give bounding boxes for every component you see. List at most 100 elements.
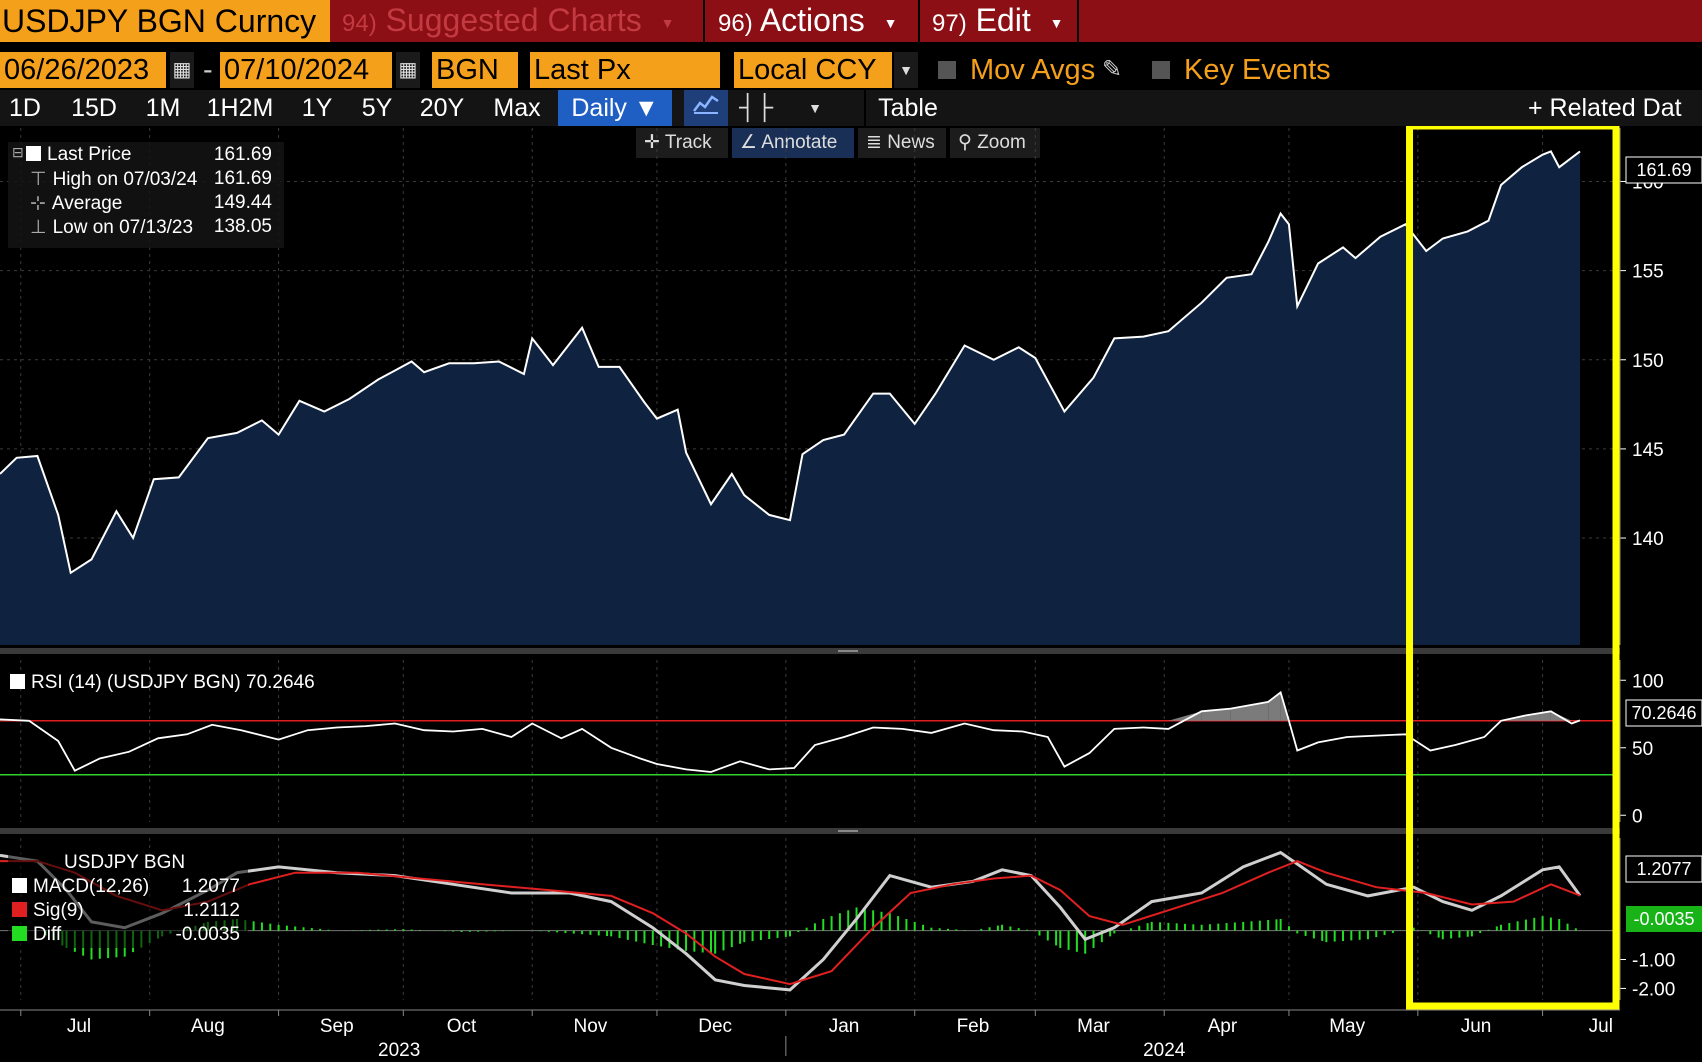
series-swatch — [26, 146, 41, 161]
legend-label: Average — [51, 193, 123, 214]
period-1h2m-button[interactable]: 1H2M — [206, 94, 274, 122]
rsi-legend: RSI (14) (USDJPY BGN) 70.2646 — [10, 672, 315, 694]
price-area — [0, 151, 1580, 645]
source-field[interactable]: BGN — [432, 52, 518, 88]
price-legend: ⊟ Last Price 161.69 ⊤ High on 07/03/24 16… — [8, 142, 284, 248]
period-1m-button[interactable]: 1M — [145, 94, 181, 122]
menu-number: 96) — [718, 10, 753, 37]
rsi-overbought-fill — [1168, 711, 1202, 721]
track-tool[interactable]: ✛ Track — [636, 128, 728, 158]
suggested-charts-menu[interactable]: 94) Suggested Charts ▼ — [342, 0, 674, 42]
chevron-down-icon: ▼ — [1049, 14, 1064, 31]
y-tick-label: 0 — [1632, 806, 1643, 827]
pane-divider[interactable] — [0, 828, 1620, 834]
x-year-label: 2023 — [378, 1040, 420, 1056]
end-date-field[interactable]: 07/10/2024 — [220, 52, 392, 88]
y-tick-label: 140 — [1632, 529, 1664, 550]
x-tick-label: Mar — [1077, 1016, 1110, 1037]
legend-average: ⊹ Average — [30, 192, 122, 215]
legend-label: MACD(12,26) — [33, 876, 150, 897]
pane-divider[interactable] — [0, 648, 1620, 654]
legend-title: USDJPY BGN — [64, 852, 186, 873]
price-line — [0, 150, 1581, 575]
line-chart-icon[interactable] — [684, 90, 728, 126]
dropdown-caret-icon[interactable]: ▼ — [808, 100, 822, 116]
key-events-checkbox[interactable] — [1152, 61, 1170, 79]
table-button[interactable]: Table — [864, 90, 950, 126]
period-15d-button[interactable]: 15D — [71, 94, 117, 122]
legend-value: 161.69 — [213, 168, 272, 189]
date-range-dash: - — [203, 54, 213, 86]
menu-label: Suggested Charts — [385, 2, 642, 38]
y-tick-label: 155 — [1632, 262, 1664, 283]
series-swatch — [12, 902, 27, 917]
period-1d-button[interactable]: 1D — [9, 94, 41, 122]
legend-value: 161.69 — [213, 144, 272, 165]
rsi-overbought-fill — [1230, 701, 1269, 721]
related-data-button[interactable]: + Related Dat — [1528, 94, 1682, 122]
news-tool[interactable]: ≣ News — [858, 128, 946, 158]
zoom-icon: ⚲ — [958, 132, 978, 153]
tool-label: Annotate — [761, 132, 838, 153]
legend-last: Last Price — [26, 144, 131, 166]
menu-label: Edit — [975, 2, 1031, 38]
zoom-tool[interactable]: ⚲ Zoom — [950, 128, 1040, 158]
x-tick-label: Feb — [957, 1016, 990, 1037]
rsi-last-tag: 70.2646 — [1625, 699, 1702, 727]
period-20y-button[interactable]: 20Y — [419, 94, 465, 122]
legend-value: 138.05 — [213, 216, 272, 237]
tool-label: Track — [664, 132, 712, 153]
pencil-icon[interactable]: ✎ — [1102, 56, 1123, 83]
candlestick-icon[interactable]: ┤├ — [738, 94, 773, 121]
menu-number: 94) — [342, 10, 377, 37]
legend-low: ⊥ Low on 07/13/23 — [30, 216, 193, 239]
options-row: 06/26/2023 ▦ - 07/10/2024 ▦ BGN Last Px … — [0, 52, 1702, 88]
period-1y-button[interactable]: 1Y — [301, 94, 333, 122]
y-tick-label: 145 — [1632, 440, 1664, 461]
edit-menu[interactable]: 97) Edit ▼ — [932, 0, 1063, 42]
collapse-icon[interactable]: ⊟ — [12, 144, 24, 160]
x-tick-label: Sep — [320, 1016, 354, 1037]
actions-menu[interactable]: 96) Actions ▼ — [718, 0, 898, 42]
y-tick-label: -2.00 — [1632, 979, 1675, 1000]
news-icon: ≣ — [866, 132, 888, 153]
period-5y-button[interactable]: 5Y — [361, 94, 393, 122]
field-select[interactable]: Last Px — [530, 52, 720, 88]
x-tick-label: Apr — [1208, 1016, 1238, 1037]
tool-label: Zoom — [977, 132, 1026, 153]
x-tick-label: Nov — [574, 1016, 608, 1037]
ticker-field[interactable]: USDJPY BGN Curncy — [0, 0, 330, 42]
highlight-box — [1406, 126, 1620, 1010]
calendar-icon[interactable]: ▦ — [396, 52, 420, 88]
legend-label: Diff — [33, 924, 62, 945]
y-tick-label: 150 — [1632, 351, 1664, 372]
rsi-line — [0, 690, 1581, 773]
legend-value: 1.2112 — [183, 900, 240, 921]
price-last-value: 161.69 — [1636, 160, 1691, 180]
macd-last-value: 1.2077 — [1636, 859, 1691, 879]
chevron-down-icon[interactable]: ▼ — [894, 52, 918, 88]
rsi-overbought-fill — [1550, 711, 1572, 721]
calendar-icon[interactable]: ▦ — [170, 52, 194, 88]
pencil-icon: ∠ — [740, 132, 762, 153]
mov-avgs-checkbox[interactable] — [938, 61, 956, 79]
start-date-field[interactable]: 06/26/2023 — [0, 52, 166, 88]
frequency-dropdown[interactable]: Daily ▼ — [558, 90, 672, 126]
diff-last-value: -0.0035 — [1633, 909, 1694, 929]
x-tick-label: Jan — [829, 1016, 860, 1037]
series-swatch — [10, 674, 25, 689]
rsi-overbought-fill — [1525, 711, 1551, 721]
y-tick-label: -1.00 — [1632, 951, 1675, 972]
key-events-label: Key Events — [1184, 54, 1331, 86]
tool-label: News — [887, 132, 935, 153]
currency-select[interactable]: Local CCY — [734, 52, 892, 88]
header-bar: USDJPY BGN Curncy 94) Suggested Charts ▼… — [0, 0, 1702, 42]
x-tick-label: Dec — [698, 1016, 732, 1037]
period-max-button[interactable]: Max — [493, 94, 541, 122]
period-toolbar: 1D 15D 1M 1H2M 1Y 5Y 20Y Max Daily ▼ ┤├ … — [0, 90, 1702, 126]
x-tick-label: Jul — [1589, 1016, 1613, 1037]
annotate-tool[interactable]: ∠ Annotate — [732, 128, 854, 158]
y-tick-label: 100 — [1632, 671, 1664, 692]
menu-divider — [1077, 0, 1079, 42]
